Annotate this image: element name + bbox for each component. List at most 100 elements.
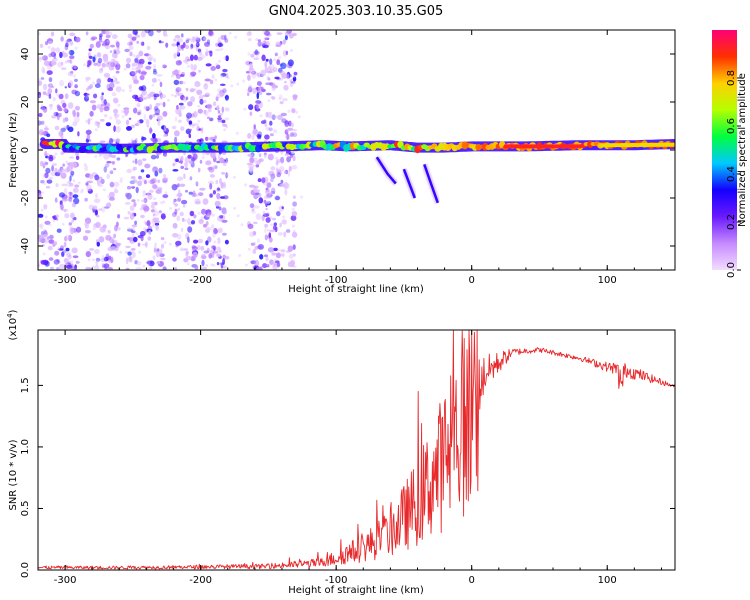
noise-speckle [194,81,201,88]
noise-speckle [61,183,68,187]
noise-speckle [271,114,276,121]
noise-speckle [142,264,146,268]
noise-speckle [283,231,287,238]
noise-speckle [175,87,182,93]
noise-speckle [158,167,163,174]
noise-speckle [152,114,156,118]
noise-speckle [254,245,259,250]
noise-speckle [40,77,45,80]
x-tick-label: -300 [54,575,77,586]
noise-speckle [248,160,252,164]
noise-speckle [117,214,121,219]
noise-speckle [247,92,250,97]
noise-speckle [284,35,288,41]
x-tick-label: -100 [325,575,348,586]
noise-speckle [289,33,294,39]
noise-speckle [49,234,54,240]
noise-speckle [38,234,45,240]
noise-speckle [214,229,218,234]
noise-speckle [154,242,158,246]
noise-speckle [114,242,121,247]
noise-speckle [153,63,156,69]
noise-speckle [100,103,106,107]
noise-speckle [114,187,118,191]
noise-speckle [172,213,176,218]
noise-speckle [291,164,298,170]
noise-speckle [180,227,184,232]
snr-y-label: SNR (10 * v/v) [8,439,19,510]
noise-speckle [64,117,69,122]
noise-speckle [126,185,132,190]
noise-speckle [48,77,53,83]
noise-speckle [140,234,144,242]
noise-speckle [115,125,121,133]
noise-speckle [206,39,211,45]
noise-speckle [292,81,296,85]
noise-speckle [86,180,94,184]
noise-speckle [40,120,45,125]
noise-speckle [225,172,228,179]
noise-speckle [266,70,273,74]
noise-speckle [88,248,95,251]
noise-speckle [203,109,207,115]
noise-speckle [69,41,74,46]
noise-speckle [155,250,161,258]
noise-speckle [274,115,278,119]
noise-speckle [133,166,138,171]
noise-speckle [253,186,257,194]
noise-speckle [216,160,221,164]
noise-speckle [89,43,94,49]
noise-speckle [278,97,282,101]
noise-speckle [48,156,54,162]
noise-speckle [101,92,104,96]
noise-speckle [185,255,192,261]
noise-speckle [197,238,203,244]
noise-speckle [152,208,157,212]
noise-speckle [146,220,151,227]
noise-speckle [185,87,189,92]
noise-speckle [145,174,151,179]
noise-speckle [224,107,230,112]
noise-speckle [202,198,209,205]
noise-speckle [262,30,266,34]
noise-speckle [249,111,253,116]
noise-speckle [125,119,130,126]
noise-speckle [62,163,65,167]
noise-speckle [259,114,263,118]
noise-speckle [287,109,291,113]
noise-speckle [132,160,135,164]
noise-speckle [217,88,222,93]
noise-speckle [172,200,176,205]
noise-speckle [228,31,232,35]
noise-speckle [257,238,260,243]
noise-speckle [254,49,258,56]
noise-speckle [265,201,271,204]
noise-speckle [223,162,227,167]
noise-speckle [69,191,72,197]
noise-speckle [130,124,135,129]
noise-speckle [133,236,138,243]
noise-speckle [112,48,117,54]
noise-speckle [155,102,160,107]
noise-speckle [204,78,211,82]
noise-speckle [84,197,88,202]
noise-speckle [257,244,264,250]
noise-speckle [266,75,270,79]
noise-speckle [265,92,272,96]
noise-speckle [281,206,284,210]
noise-speckle [106,173,111,179]
noise-speckle [205,160,212,166]
noise-speckle [289,132,294,137]
noise-speckle [104,267,108,270]
noise-speckle [284,188,288,196]
noise-speckle [54,199,58,203]
noise-speckle [93,223,99,229]
noise-speckle [101,262,105,266]
noise-speckle [216,105,220,111]
noise-speckle [181,199,188,205]
noise-speckle [110,237,116,244]
noise-speckle [94,249,100,254]
noise-speckle [55,47,61,53]
noise-speckle [191,192,197,198]
noise-speckle [52,163,57,166]
